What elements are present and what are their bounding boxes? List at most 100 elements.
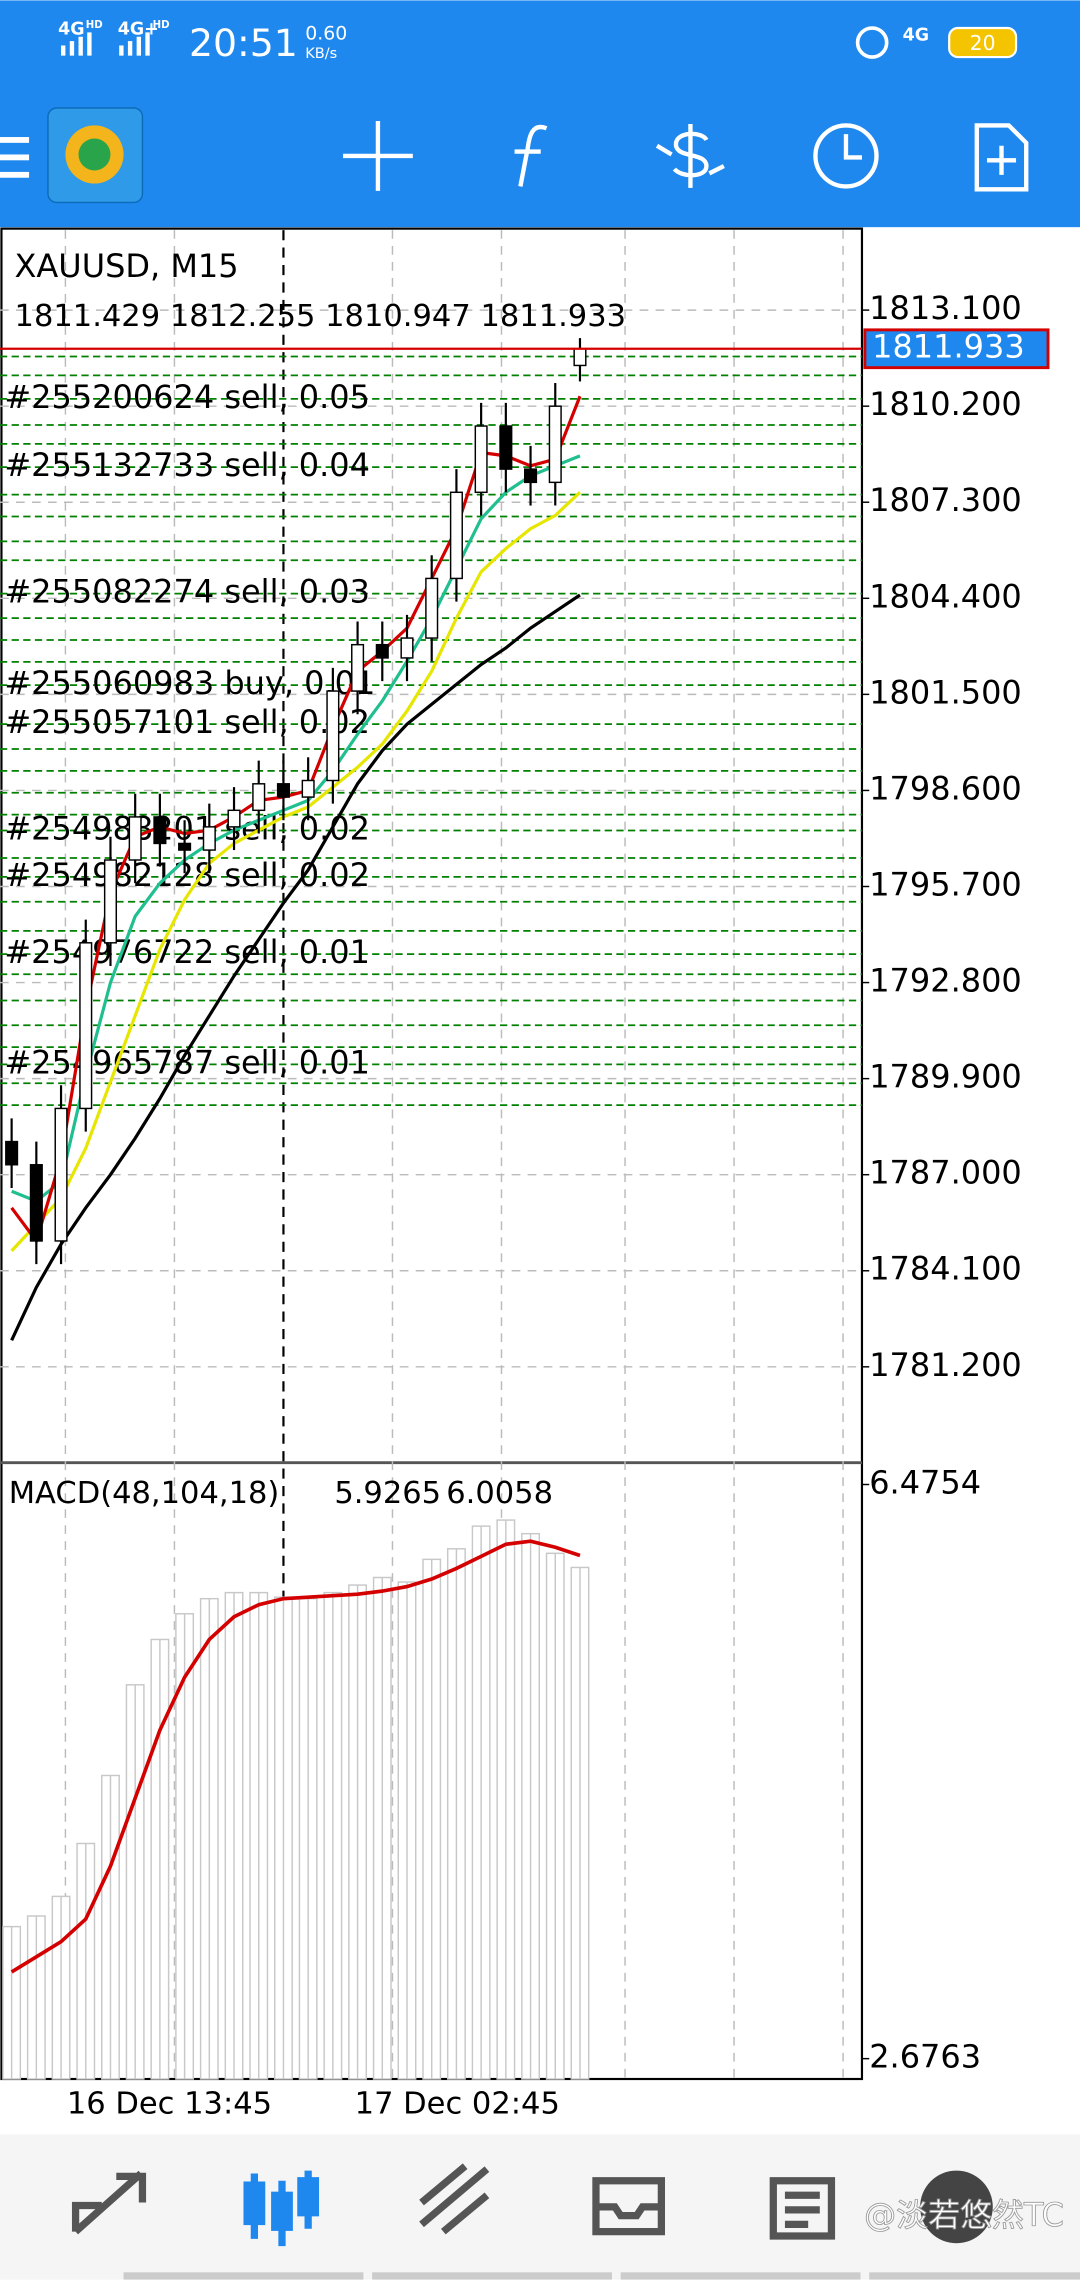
x-tick-label: 17 Dec 02:45 bbox=[355, 2087, 560, 2122]
last-price-box bbox=[863, 328, 1050, 370]
net1-tag: HD bbox=[86, 20, 103, 31]
signal-icon bbox=[87, 32, 92, 56]
y-tick-label: 1795.700 bbox=[869, 865, 1022, 903]
order-label: #254982128 sell, 0.02 bbox=[4, 856, 370, 894]
signal-icon bbox=[78, 36, 83, 56]
candle-body bbox=[79, 942, 93, 1110]
trade-tab[interactable] bbox=[419, 2163, 490, 2235]
candle-body bbox=[5, 1140, 19, 1166]
y-tick-label: 1810.200 bbox=[869, 385, 1022, 423]
candle-body bbox=[449, 491, 463, 580]
bottom-nav bbox=[0, 2134, 1080, 2280]
indicator-value: 5.9265 bbox=[334, 1476, 441, 1511]
order-label: #255082274 sell, 0.03 bbox=[4, 573, 370, 611]
y-tick-label: 1784.100 bbox=[869, 1250, 1022, 1288]
y-tick-label: 1813.100 bbox=[869, 289, 1022, 327]
candle-body bbox=[326, 690, 340, 782]
signal-icon bbox=[127, 41, 133, 56]
y-tick-label: 2.6763 bbox=[869, 2038, 981, 2076]
crosshair-button[interactable] bbox=[343, 121, 413, 191]
last-price-label: 1811.933 bbox=[872, 328, 1025, 366]
y-tick-label: 1787.000 bbox=[869, 1154, 1022, 1192]
candle-body bbox=[103, 859, 118, 944]
candle-body bbox=[474, 425, 488, 494]
chart-tab[interactable] bbox=[243, 2170, 320, 2247]
trade-button[interactable] bbox=[655, 123, 725, 188]
moving-average bbox=[11, 454, 581, 1204]
ohlc-readout: 1811.429 1812.255 1810.947 1811.933 bbox=[15, 299, 627, 334]
candle-body bbox=[351, 643, 365, 692]
indicator-value: 6.0058 bbox=[446, 1476, 553, 1511]
settings-tab[interactable] bbox=[920, 2170, 993, 2244]
candle-body bbox=[227, 809, 241, 828]
y-tick-label: 1798.600 bbox=[869, 769, 1022, 807]
watermark: @淡若悠然TC bbox=[864, 2196, 1064, 2234]
chart-title: XAUUSD, M15 bbox=[15, 247, 239, 285]
alarm-icon bbox=[855, 26, 889, 59]
gesture-bar bbox=[123, 2272, 364, 2280]
gesture-bar bbox=[372, 2272, 612, 2280]
app-logo bbox=[78, 138, 111, 171]
signal-icon bbox=[145, 32, 150, 56]
moving-average bbox=[10, 491, 582, 1252]
gesture-bar bbox=[869, 2272, 1080, 2280]
candle-body bbox=[276, 783, 290, 798]
news-tab[interactable] bbox=[769, 2177, 836, 2240]
signal-line bbox=[10, 1539, 581, 1974]
indicator-title: MACD(48,104,18) bbox=[9, 1476, 280, 1511]
period-button[interactable] bbox=[813, 123, 879, 189]
net-speed: 0.60 bbox=[305, 22, 347, 44]
quotes-tab[interactable] bbox=[71, 2170, 147, 2235]
moving-average bbox=[10, 593, 581, 1342]
order-label: #254988201 sell, 0.02 bbox=[4, 810, 370, 848]
candle-body bbox=[400, 637, 414, 659]
net-speed-unit: KB/s bbox=[305, 46, 337, 62]
candle-body bbox=[301, 779, 315, 798]
order-label: #255057101 sell, 0.02 bbox=[4, 703, 370, 741]
signal-icon bbox=[119, 45, 124, 56]
signal-icon bbox=[69, 41, 75, 56]
template-button[interactable] bbox=[974, 123, 1029, 192]
indicators-button[interactable] bbox=[514, 124, 548, 187]
history-tab[interactable] bbox=[592, 2177, 666, 2236]
candle-body bbox=[375, 643, 389, 659]
price-chart: 1813.100 1810.200 1807.300 1804.400 1801.500… bbox=[0, 289, 1050, 1384]
net3: 4G bbox=[903, 25, 929, 45]
battery-level: 20 bbox=[970, 31, 996, 55]
candle-body bbox=[252, 783, 266, 812]
toolbar bbox=[0, 107, 1029, 204]
net1: 4G bbox=[58, 19, 84, 39]
macd-chart: 6.4754 2.6763 MACD(48,104,18) 5.9265 6.0058 bbox=[2, 1464, 981, 2080]
order-label: #255060983 buy, 0.01 bbox=[4, 664, 375, 702]
x-tick-label: 16 Dec 13:45 bbox=[67, 2087, 272, 2122]
order-label: #254976722 sell, 0.01 bbox=[4, 933, 370, 971]
candle-body bbox=[128, 816, 142, 861]
y-tick-label: 1789.900 bbox=[869, 1058, 1022, 1096]
clock: 20:51 bbox=[189, 21, 298, 65]
order-label: #255200624 sell, 0.05 bbox=[4, 378, 370, 416]
candle-body bbox=[178, 842, 192, 851]
candle-body bbox=[202, 826, 216, 851]
signal-icon bbox=[136, 36, 141, 56]
order-label: #255132733 sell, 0.04 bbox=[4, 446, 370, 484]
net2-tag: HD bbox=[153, 20, 170, 31]
candle-body bbox=[54, 1107, 68, 1242]
y-tick-label: 1781.200 bbox=[869, 1346, 1022, 1384]
menu-button[interactable] bbox=[0, 137, 30, 178]
candle-body bbox=[573, 348, 587, 367]
y-tick-label: 1807.300 bbox=[869, 481, 1022, 519]
y-tick-label: 1801.500 bbox=[869, 673, 1022, 711]
signal-icon bbox=[61, 45, 66, 56]
candle-body bbox=[153, 816, 167, 845]
y-tick-label: 6.4754 bbox=[869, 1464, 981, 1502]
candle-body bbox=[524, 468, 538, 484]
top-bar bbox=[0, 0, 1080, 228]
battery-icon bbox=[948, 26, 1018, 59]
candle-body bbox=[425, 577, 439, 639]
gesture-bar bbox=[620, 2272, 861, 2280]
candle-body bbox=[29, 1164, 43, 1242]
status-bar: 4G HD 4G+ HD 20:51 0.60 KB/s 4G 20 bbox=[58, 19, 1018, 65]
y-tick-label: 1804.400 bbox=[869, 577, 1022, 615]
